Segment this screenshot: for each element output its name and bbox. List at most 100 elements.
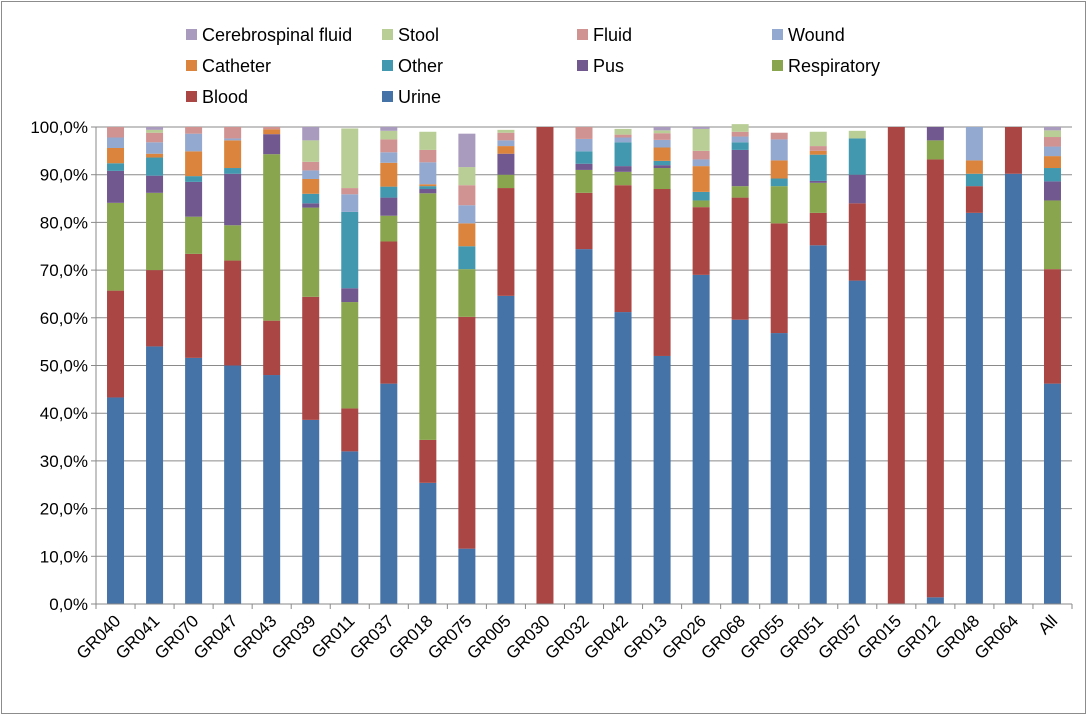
legend-label: Respiratory xyxy=(788,56,880,76)
bar-respiratory-gr018 xyxy=(419,193,437,440)
bar-blood-gr015 xyxy=(887,127,905,604)
bar-blood-gr030 xyxy=(536,127,554,604)
bar-blood-gr041 xyxy=(146,270,164,347)
bar-stack-gr068 xyxy=(731,124,749,604)
y-tick-label: 20,0% xyxy=(40,500,88,519)
bar-stack-gr037 xyxy=(380,127,398,604)
bar-catheter-gr013 xyxy=(653,147,671,161)
bar-blood-gr011 xyxy=(341,408,359,452)
legend-swatch xyxy=(382,60,393,71)
bar-urine-gr057 xyxy=(848,280,866,604)
bar-urine-gr070 xyxy=(185,357,203,604)
legend-item-stool: Stool xyxy=(382,25,439,45)
bar-other-gr032 xyxy=(575,151,593,164)
bar-respiratory-gr032 xyxy=(575,169,593,193)
bar-stool-gr042 xyxy=(614,128,632,135)
bar-other-gr040 xyxy=(107,163,125,171)
bar-wound-gr070 xyxy=(185,133,203,152)
bar-stack-gr039 xyxy=(302,127,320,604)
bar-wound-gr075 xyxy=(458,205,476,224)
y-tick-label: 10,0% xyxy=(40,547,88,566)
bar-respiratory-gr075 xyxy=(458,269,476,317)
bar-fluid-gr075 xyxy=(458,185,476,206)
bar-wound-gr041 xyxy=(146,142,164,154)
bar-pus-gr068 xyxy=(731,149,749,187)
bar-urine-gr042 xyxy=(614,312,632,604)
legend-item-wound: Wound xyxy=(772,25,845,45)
bar-stack-gr051 xyxy=(809,131,827,604)
y-tick-label: 70,0% xyxy=(40,261,88,280)
bar-stack-gr057 xyxy=(848,130,866,604)
legend: Cerebrospinal fluid Stool Fluid Wound Cathet… xyxy=(186,25,880,107)
bar-wound-gr005 xyxy=(497,140,515,147)
legend-swatch xyxy=(577,29,588,40)
bar-fluid-gr032 xyxy=(575,127,593,139)
bar-blood-gr064 xyxy=(1004,127,1022,174)
x-axis-tick-labels: GR040GR041GR070GR047GR043GR039GR011GR037… xyxy=(73,611,1061,663)
legend-swatch xyxy=(186,91,197,102)
bar-fluid-gr011 xyxy=(341,188,359,195)
bar-respiratory-gr040 xyxy=(107,202,125,291)
bar-urine-gr064 xyxy=(1004,173,1022,604)
bar-blood-gr037 xyxy=(380,241,398,384)
bar-stool-gr026 xyxy=(692,128,710,151)
bar-fluid-gr040 xyxy=(107,127,125,138)
x-tick-label: GR064 xyxy=(971,611,1023,663)
bar-respiratory-gr039 xyxy=(302,207,320,297)
legend-item-other: Other xyxy=(382,56,443,76)
bar-stool-gr011 xyxy=(341,128,359,189)
legend-label: Cerebrospinal fluid xyxy=(202,25,352,45)
bar-catheter-gr047 xyxy=(224,140,242,169)
bar-respiratory-gr012 xyxy=(926,140,944,160)
bar-stack-gr018 xyxy=(419,131,437,604)
bar-other-gr018 xyxy=(419,186,437,190)
bar-urine-gr051 xyxy=(809,245,827,604)
bar-blood-gr070 xyxy=(185,253,203,358)
legend-label: Catheter xyxy=(202,56,271,76)
bar-urine-gr043 xyxy=(263,375,281,604)
bar-cerebrospinal-fluid-gr013 xyxy=(653,127,671,131)
bar-urine-gr011 xyxy=(341,451,359,604)
bar-stack-gr012 xyxy=(926,127,944,604)
bar-respiratory-gr047 xyxy=(224,225,242,261)
bar-stack-gr015 xyxy=(887,127,905,604)
bar-catheter-gr026 xyxy=(692,166,710,192)
bar-wound-gr026 xyxy=(692,159,710,167)
bar-respiratory-gr068 xyxy=(731,186,749,198)
bar-blood-gr048 xyxy=(965,186,983,213)
bar-stool-gr068 xyxy=(731,124,749,132)
bar-blood-gr040 xyxy=(107,290,125,398)
bar-blood-gr042 xyxy=(614,185,632,313)
bar-wound-gr068 xyxy=(731,136,749,143)
bar-catheter-gr005 xyxy=(497,146,515,154)
y-tick-label: 80,0% xyxy=(40,213,88,232)
bar-wound-gr042 xyxy=(614,137,632,143)
bar-stack-gr047 xyxy=(224,127,242,604)
bar-blood-gr068 xyxy=(731,197,749,320)
legend-item-respiratory: Respiratory xyxy=(772,56,880,76)
bar-respiratory-gr026 xyxy=(692,200,710,208)
bar-stack-gr041 xyxy=(146,127,164,604)
bar-other-gr047 xyxy=(224,168,242,174)
bar-respiratory-gr070 xyxy=(185,216,203,254)
bar-cerebrospinal-fluid-gr075 xyxy=(458,133,476,168)
bar-stack-all xyxy=(1043,127,1061,604)
bar-blood-gr039 xyxy=(302,296,320,420)
bar-wound-gr037 xyxy=(380,152,398,163)
legend-item-cerebrospinal-fluid: Cerebrospinal fluid xyxy=(186,25,352,45)
bar-blood-gr047 xyxy=(224,260,242,366)
bar-respiratory-gr041 xyxy=(146,192,164,271)
bar-pus-gr043 xyxy=(263,134,281,155)
bar-other-gr041 xyxy=(146,157,164,176)
bar-catheter-gr048 xyxy=(965,160,983,174)
bar-wound-gr039 xyxy=(302,170,320,179)
x-tick-label: GR039 xyxy=(268,611,320,663)
y-tick-label: 40,0% xyxy=(40,404,88,423)
bar-urine-gr039 xyxy=(302,419,320,604)
legend-swatch xyxy=(186,29,197,40)
bar-pus-gr037 xyxy=(380,197,398,216)
bar-wound-all xyxy=(1043,146,1061,157)
bar-stack-gr075 xyxy=(458,133,476,604)
bar-fluid-gr070 xyxy=(185,127,203,134)
bar-cerebrospinal-fluid-all xyxy=(1043,127,1061,131)
